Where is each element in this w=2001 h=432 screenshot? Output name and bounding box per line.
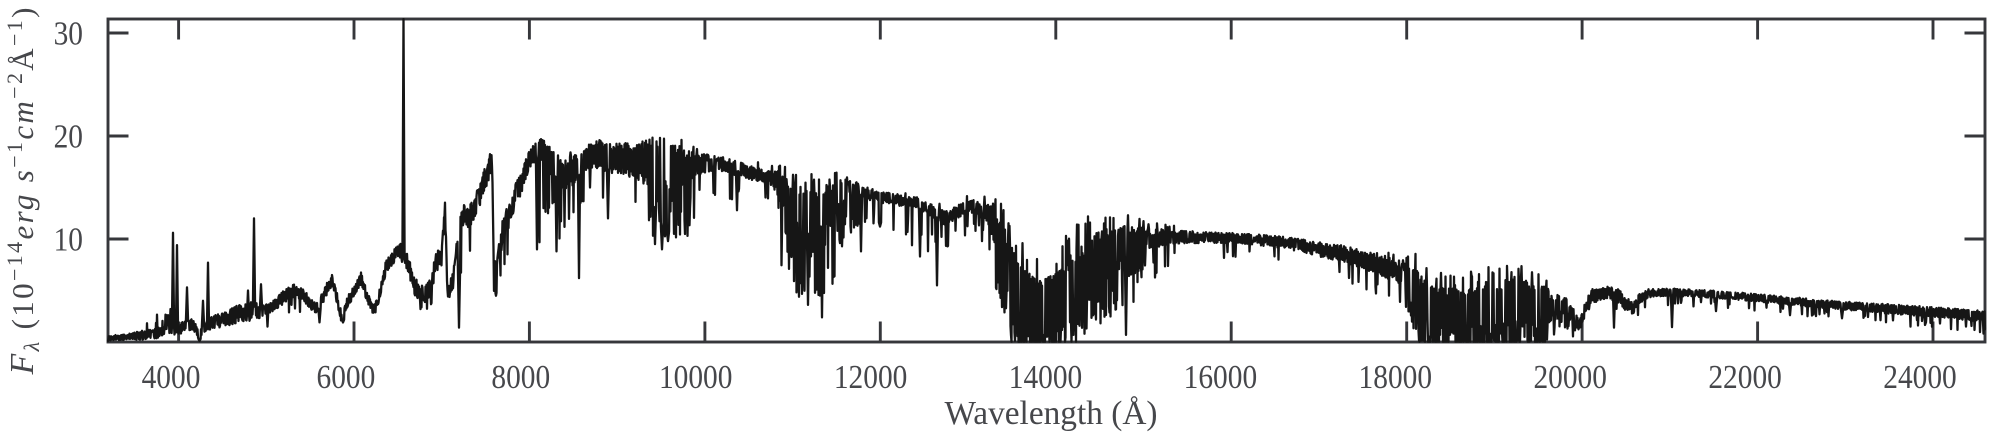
svg-text:6000: 6000 (317, 359, 376, 396)
svg-text:4000: 4000 (142, 359, 201, 396)
svg-text:22000: 22000 (1708, 359, 1782, 396)
svg-text:18000: 18000 (1359, 359, 1433, 396)
svg-text:16000: 16000 (1184, 359, 1258, 396)
svg-text:14000: 14000 (1009, 359, 1083, 396)
svg-text:30: 30 (54, 16, 83, 53)
svg-text:10000: 10000 (659, 359, 733, 396)
svg-text:12000: 12000 (834, 359, 908, 396)
svg-text:Fλ (10−14erg s−1cm−2Å−1): Fλ (10−14erg s−1cm−2Å−1) (2, 8, 44, 376)
svg-text:8000: 8000 (491, 359, 550, 396)
svg-text:20000: 20000 (1533, 359, 1607, 396)
svg-text:24000: 24000 (1883, 359, 1957, 396)
svg-text:20: 20 (54, 119, 83, 156)
svg-text:10: 10 (54, 222, 83, 259)
svg-text:Wavelength (Å): Wavelength (Å) (945, 395, 1158, 432)
